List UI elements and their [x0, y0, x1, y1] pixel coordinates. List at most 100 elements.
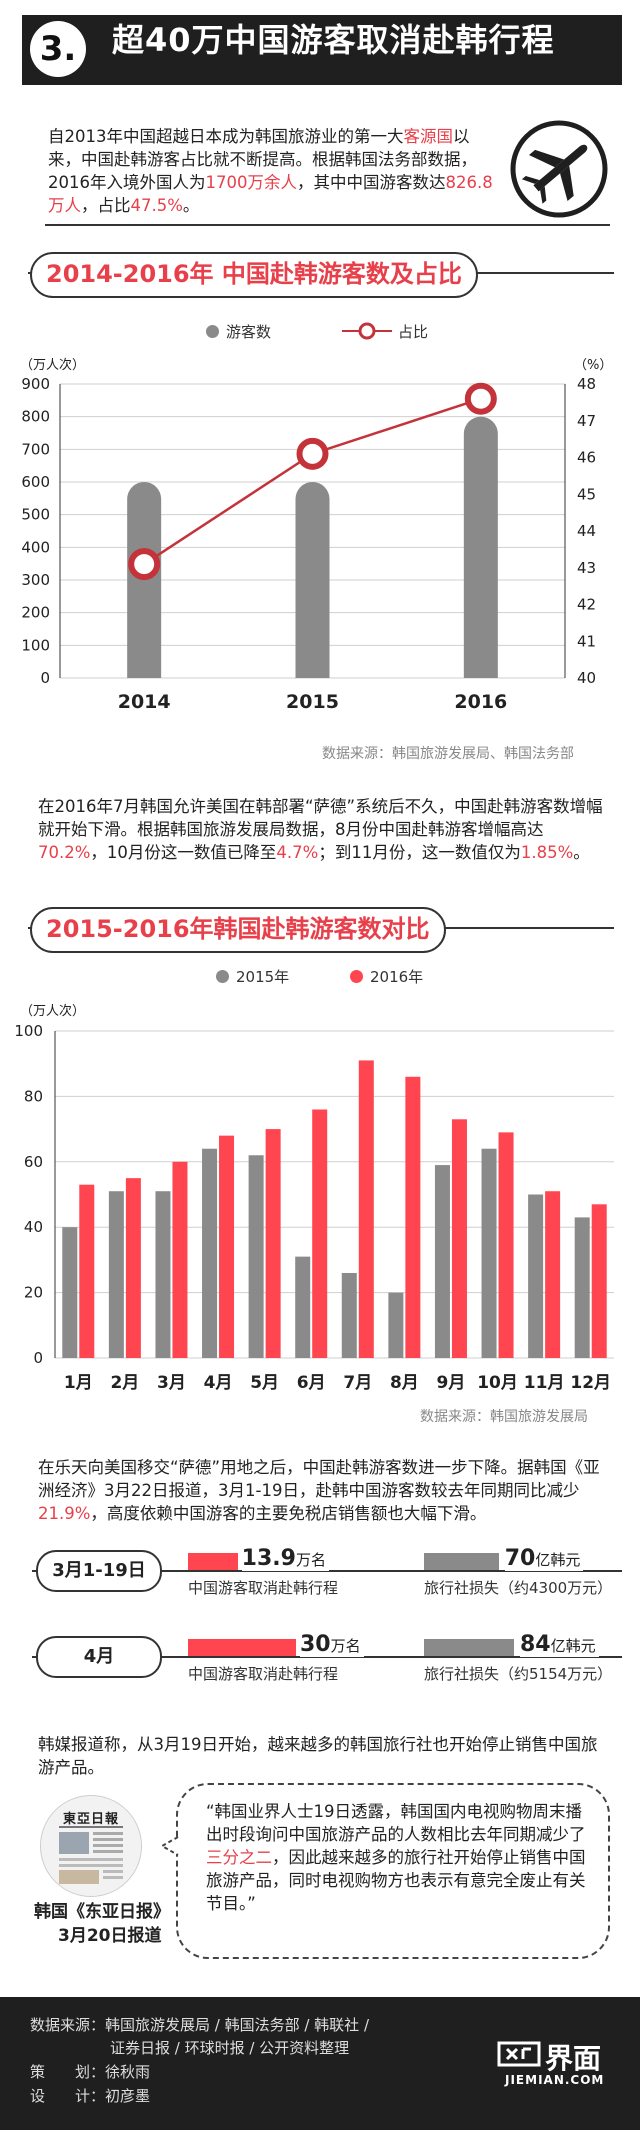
highlight-text: 70.2% — [38, 843, 91, 862]
chart2-x-tick: 4月 — [204, 1373, 233, 1393]
newspaper-masthead: 東亞日報 — [63, 1812, 120, 1827]
stat-red-unit: 万名 — [295, 1551, 326, 1569]
chart2-x-tick: 8月 — [390, 1373, 419, 1393]
chart2-svg: 0 20 40 60 80 100 1月 2月 3月 4月 5月 6月 7月 8月 9月 10月 11月 12月 — [14, 1022, 614, 1393]
chart2-bar — [248, 1155, 264, 1358]
chart2-bar — [125, 1178, 141, 1358]
chart2-bar — [451, 1119, 467, 1358]
section-header: 3. 超40万中国游客取消赴韩行程 — [22, 15, 622, 85]
chart2-x-tick: 6月 — [297, 1373, 326, 1393]
chart2-bar — [265, 1129, 281, 1358]
paragraph-agencies: 韩媒报道称，从3月19日开始，越来越多的韩国旅行社也开始停止销售中国旅游产品。 — [38, 1735, 598, 1777]
chart2-source: 数据来源：韩国旅游发展局 — [420, 1409, 588, 1425]
chart1-y-right-tick: 48 — [577, 375, 596, 393]
chart2-y-tick: 100 — [14, 1022, 43, 1040]
stat-red-desc: 中国游客取消赴韩行程 — [188, 1665, 339, 1683]
paragraph-thaad-1: 在2016年7月韩国允许美国在韩部署“萨德”系统后不久，中国赴韩游客数增幅就开始… — [38, 795, 608, 864]
chart2-bar — [358, 1060, 374, 1358]
highlight-text: 客源国 — [403, 127, 454, 146]
highlight-text: 4.7% — [276, 843, 319, 862]
jiemian-logo-icon — [497, 2041, 541, 2067]
paragraph-text: ，高度依赖中国游客的主要免税店销售额也大幅下滑。 — [90, 1504, 487, 1523]
chart1-bar — [463, 416, 498, 678]
chart2-x-tick: 12月 — [570, 1373, 611, 1393]
stat-red-unit: 万名 — [330, 1637, 361, 1655]
stat-gray-bar — [424, 1639, 514, 1656]
chart2-y-tick: 40 — [24, 1218, 43, 1236]
chart2-bar — [434, 1165, 450, 1358]
chart2-x-tick: 7月 — [343, 1373, 372, 1393]
chart1-y-right-tick: 42 — [577, 596, 596, 614]
chart1-line-point — [296, 437, 329, 470]
chart1-y-left-tick: 500 — [21, 506, 50, 524]
stat-gray-number: 84 — [520, 1632, 551, 1657]
chart2-y-tick: 0 — [33, 1349, 43, 1367]
chart2-bar — [79, 1184, 95, 1358]
stats-panel: 3月1-19日 13.9万名 中国游客取消赴韩行程 70亿韩元 旅行社损失（约4300万… — [0, 1546, 640, 1710]
chart1-y-left-tick: 600 — [21, 473, 50, 491]
chart2-title: 2015-2016年韩国赴韩游客数对比 — [30, 907, 446, 953]
chart2-legend-label: 2015年 — [236, 968, 290, 986]
chart2-y-tick: 80 — [24, 1087, 43, 1105]
chart1-y-left-tick: 700 — [21, 440, 50, 458]
stat-red-value: 13.9万名 — [241, 1546, 329, 1571]
stat-row-line — [32, 1656, 622, 1658]
highlight-text: 21.9% — [38, 1504, 91, 1523]
chart1-x-tick: 2015 — [286, 691, 339, 713]
chart2-bar — [219, 1135, 235, 1358]
quote-segment: ，因此越来越多的旅行社开始停止销售中国旅游产品，同时电视购物方也表示有意完全废止… — [206, 1848, 586, 1913]
chart2-bar — [341, 1272, 357, 1358]
chart1-y-left-tick: 400 — [21, 538, 50, 556]
paragraph-text: 在2016年7月韩国允许美国在韩部署“萨德”系统后不久，中国赴韩游客数增幅就开始… — [38, 797, 603, 839]
chart1-line-point — [128, 548, 161, 581]
chart1-bar — [295, 482, 330, 678]
newspaper-image: 東亞日報 — [40, 1795, 142, 1897]
stat-red-value: 30万名 — [300, 1632, 364, 1657]
chart2-bar — [155, 1191, 171, 1358]
jiemian-logo-text: 界面 — [545, 2042, 602, 2075]
quote-segment: “韩国业界人士19日透露，韩国国内电视购物周末播出时段询问中国旅游产品的人数相比… — [206, 1802, 586, 1844]
chart1-svg: 0 100 200 300 400 500 600 700 800 900 40 41 42 43 44 45… — [21, 375, 596, 713]
paragraph-text: ；到11月份，这一数值仅为 — [318, 843, 521, 862]
chart2-x-tick: 10月 — [477, 1373, 518, 1393]
chart1-y-right-tick: 46 — [577, 449, 596, 467]
paragraph-thaad-2: 在乐天向美国移交“萨德”用地之后，中国赴韩游客数进一步下降。据韩国《亚洲经济》3… — [38, 1456, 608, 1525]
paragraph-text: 。 — [573, 843, 590, 862]
chart2-bar — [108, 1191, 124, 1358]
chart1-legend-bar-label: 游客数 — [226, 323, 272, 341]
chart1-y-right-tick: 45 — [577, 485, 596, 503]
chart2-bar — [405, 1076, 421, 1358]
chart2-legend-swatch — [216, 970, 229, 983]
chart2-bar — [202, 1148, 218, 1358]
quote-highlight: 三分之二 — [206, 1848, 272, 1867]
highlight-text: 1.85% — [520, 843, 574, 862]
intro-paragraph: 自2013年中国超越日本成为韩国旅游业的第一大客源国以来，中国赴韩游客占比就不断… — [48, 125, 500, 217]
highlight-text: 826.8万人 — [48, 173, 493, 215]
quote-bubble — [176, 1783, 610, 1959]
chart2-legend-swatch — [350, 970, 363, 983]
chart2-y-unit: （万人次） — [20, 1004, 86, 1019]
intro-underline — [45, 224, 610, 226]
chart1-y-left-tick: 800 — [21, 408, 50, 426]
stat-red-number: 30 — [300, 1632, 331, 1657]
highlight-text: 1700万余人 — [205, 173, 298, 192]
stat-red-bar — [188, 1553, 238, 1570]
chart2-bar — [574, 1217, 590, 1358]
footer-sources-2: 证券日报 / 环球时报 / 公开资料整理 — [110, 2039, 350, 2057]
paragraph-text: 。 — [182, 196, 200, 215]
footer: 数据来源：韩国旅游发展局 / 韩国法务部 / 韩联社 / 证券日报 / 环球时报… — [0, 1997, 640, 2130]
chart1-title: 2014-2016年 中国赴韩游客数及占比 — [30, 252, 478, 298]
chart2-legend-label: 2016年 — [370, 968, 424, 986]
chart2-y-tick: 20 — [24, 1284, 43, 1302]
paragraph-text: ，占比 — [81, 196, 131, 215]
stat-gray-value: 70亿韩元 — [504, 1546, 584, 1571]
chart2-x-tick: 5月 — [250, 1373, 279, 1393]
stat-gray-unit: 亿韩元 — [550, 1637, 596, 1655]
chart1-y-right-tick: 40 — [577, 669, 596, 687]
paragraph-text: 在乐天向美国移交“萨德”用地之后，中国赴韩游客数进一步下降。据韩国《亚洲经济》3… — [38, 1458, 600, 1500]
chart2-bar — [172, 1161, 188, 1358]
stat-gray-unit: 亿韩元 — [535, 1551, 581, 1569]
chart1-x-tick: 2016 — [454, 691, 507, 713]
chart1-legend-bar-swatch — [206, 325, 219, 338]
chart1-x-tick: 2014 — [118, 691, 171, 713]
